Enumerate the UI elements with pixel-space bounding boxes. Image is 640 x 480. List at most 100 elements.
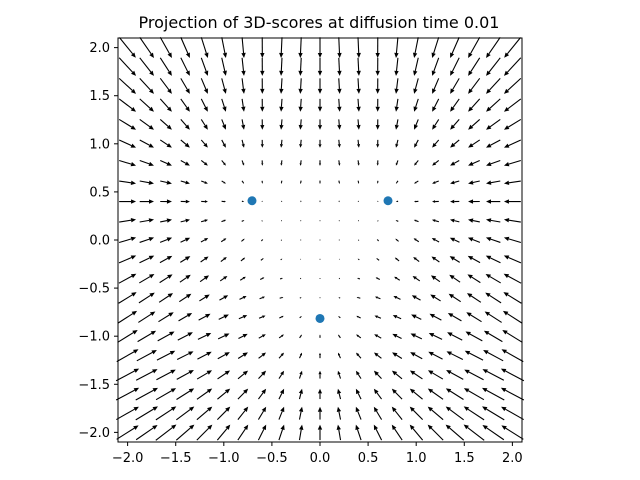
arrow-head (130, 180, 137, 185)
arrow (467, 255, 481, 264)
arrow-shaft (488, 313, 502, 323)
arrow-shaft (175, 427, 191, 441)
arrow-shaft (357, 78, 360, 89)
arrow-head (242, 182, 245, 184)
arrow (501, 349, 524, 363)
arrow-head (482, 424, 488, 430)
arrow-shaft (241, 57, 245, 71)
arrow-shaft (118, 139, 132, 147)
arrow-shaft (239, 297, 244, 300)
arrow-head (450, 88, 455, 94)
arrow (375, 37, 380, 58)
arrow-head (203, 256, 209, 261)
arrow (237, 352, 248, 359)
arrow-head (427, 424, 433, 430)
arrow-head (465, 331, 471, 336)
arrow-head (466, 293, 473, 298)
arrow-shaft (338, 316, 341, 319)
arrow-head (299, 370, 303, 375)
arrow-dot (319, 297, 321, 299)
arrow-head (148, 255, 155, 260)
arrow (410, 333, 423, 340)
arrow-shaft (278, 411, 283, 420)
arrow-head (486, 52, 491, 58)
arrow-head (319, 182, 321, 184)
arrow-head (184, 237, 191, 242)
arrow (412, 275, 421, 282)
arrow-head (203, 106, 208, 112)
arrow-head (261, 370, 267, 376)
arrow-head (486, 106, 492, 112)
arrow-shaft (453, 277, 461, 283)
arrow-shaft (470, 37, 481, 54)
arrow-shaft (180, 119, 187, 127)
arrow-head (148, 180, 154, 185)
arrow (115, 368, 140, 382)
arrow (237, 370, 249, 380)
arrow-shaft (453, 119, 460, 127)
arrow-head (427, 370, 434, 375)
arrow (221, 37, 228, 58)
arrow-head (356, 296, 359, 299)
arrow-shaft (237, 373, 245, 380)
arrow (241, 78, 246, 94)
arrow-head (206, 370, 213, 375)
arrow-shaft (357, 57, 360, 71)
arrow (139, 218, 155, 223)
arrow-head (148, 161, 154, 166)
arrow-shaft (415, 98, 419, 108)
arrow-shaft (454, 220, 460, 223)
arrow-head (298, 124, 303, 130)
arrow-dot (281, 220, 283, 222)
arrow (319, 239, 321, 241)
arrow-shaft (434, 296, 441, 302)
arrow-shaft (338, 335, 341, 339)
arrow-head (486, 180, 492, 185)
arrow (431, 57, 440, 76)
arrow-head (463, 424, 469, 430)
arrow-dot (319, 277, 321, 279)
arrow-shaft (467, 427, 485, 441)
arrow (138, 292, 155, 304)
arrow-head (467, 274, 473, 279)
arrow-head (429, 313, 435, 319)
arrow (501, 406, 524, 421)
arrow (393, 296, 401, 300)
arrow (502, 310, 523, 324)
arrow (298, 406, 304, 420)
arrow (484, 311, 502, 323)
arrow-head (411, 295, 417, 300)
arrow (180, 180, 190, 185)
arrow-shaft (377, 316, 382, 319)
arrow-shaft (259, 297, 263, 300)
arrow (338, 160, 341, 166)
arrow (258, 315, 266, 319)
arrow-shaft (471, 119, 481, 127)
arrow-shaft (136, 351, 153, 362)
arrow-head (336, 406, 342, 413)
arrow (279, 296, 284, 299)
arrow (221, 160, 226, 166)
arrow-head (447, 313, 454, 318)
arrow-head (130, 162, 137, 167)
arrow-head (166, 161, 172, 166)
arrow-head (338, 201, 340, 203)
arrow-shaft (237, 354, 244, 359)
arrow-shaft (453, 159, 460, 164)
arrow-shaft (489, 276, 501, 284)
arrow-shaft (200, 57, 207, 72)
arrow (317, 78, 323, 94)
arrow (118, 57, 137, 76)
arrow-shaft (219, 277, 225, 282)
arrow-head (500, 368, 507, 373)
arrow-shaft (396, 316, 402, 320)
arrow-head (298, 406, 304, 413)
arrow (180, 78, 190, 94)
arrow-shaft (357, 98, 360, 107)
arrow-shaft (433, 78, 440, 90)
arrow-head (394, 52, 399, 58)
arrow-head (206, 351, 212, 357)
arrow-shaft (221, 37, 226, 54)
arrow (376, 160, 379, 166)
arrow (391, 406, 403, 420)
